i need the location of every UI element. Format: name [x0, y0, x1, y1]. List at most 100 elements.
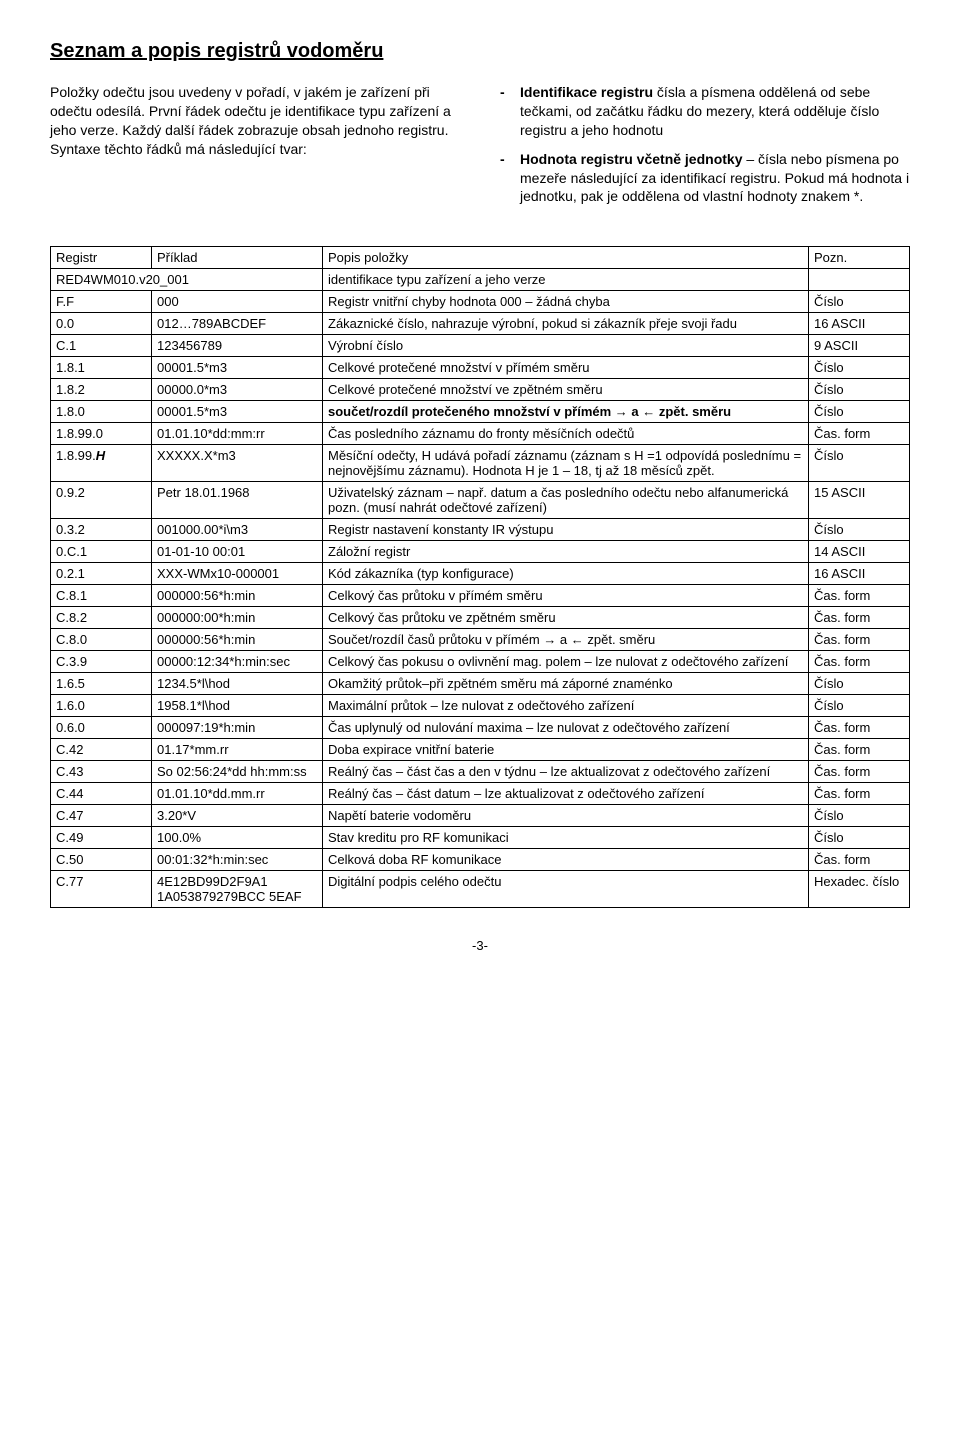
cell-desc: Uživatelský záznam – např. datum a čas p… — [323, 482, 809, 519]
cell-register: C.8.1 — [51, 585, 152, 607]
cell-note: 14 ASCII — [809, 541, 910, 563]
cell-register: 1.8.99.0 — [51, 423, 152, 445]
cell-example: 1234.5*l\hod — [152, 673, 323, 695]
cell-note: 16 ASCII — [809, 313, 910, 335]
cell-note: Číslo — [809, 445, 910, 482]
table-row: 1.6.51234.5*l\hodOkamžitý průtok–při zpě… — [51, 673, 910, 695]
cell-note: Čas. form — [809, 629, 910, 651]
table-row: 0.6.0000097:19*h:minČas uplynulý od nulo… — [51, 717, 910, 739]
cell-desc: Čas posledního záznamu do fronty měsíční… — [323, 423, 809, 445]
table-row: 0.9.2Petr 18.01.1968Uživatelský záznam –… — [51, 482, 910, 519]
table-row: C.774E12BD99D2F9A1 1A053879279BCC 5EAFDi… — [51, 871, 910, 908]
cell-example: 000 — [152, 291, 323, 313]
cell-desc: Kód zákazníka (typ konfigurace) — [323, 563, 809, 585]
cell-note: Čas. form — [809, 783, 910, 805]
intro-bullet: -Identifikace registru čísla a písmena o… — [500, 83, 910, 140]
cell-example: 000000:56*h:min — [152, 585, 323, 607]
cell-note: Číslo — [809, 401, 910, 423]
cell-example: 000000:00*h:min — [152, 607, 323, 629]
cell-example: 01-01-10 00:01 — [152, 541, 323, 563]
cell-register: C.42 — [51, 739, 152, 761]
cell-note: Hexadec. číslo — [809, 871, 910, 908]
cell-note: Čas. form — [809, 585, 910, 607]
table-row: C.49100.0%Stav kreditu pro RF komunikaci… — [51, 827, 910, 849]
table-header: Registr — [51, 247, 152, 269]
cell-example: 01.17*mm.rr — [152, 739, 323, 761]
cell-register: 0.9.2 — [51, 482, 152, 519]
cell-note: Číslo — [809, 827, 910, 849]
table-row: 0.2.1XXX-WMx10-000001Kód zákazníka (typ … — [51, 563, 910, 585]
cell-desc: Součet/rozdíl časů průtoku v přímém → a … — [323, 629, 809, 651]
cell-note: Čas. form — [809, 423, 910, 445]
cell-desc: Okamžitý průtok–při zpětném směru má záp… — [323, 673, 809, 695]
cell-desc: Výrobní číslo — [323, 335, 809, 357]
cell-note — [809, 269, 910, 291]
cell-desc: Celková doba RF komunikace — [323, 849, 809, 871]
cell-example: 123456789 — [152, 335, 323, 357]
cell-register: 1.6.5 — [51, 673, 152, 695]
cell-desc: Měsíční odečty, H udává pořadí záznamu (… — [323, 445, 809, 482]
table-header: Pozn. — [809, 247, 910, 269]
table-row: 1.8.99.001.01.10*dd:mm:rrČas posledního … — [51, 423, 910, 445]
cell-register: RED4WM010.v20_001 — [51, 269, 323, 291]
intro-left-col: Položky odečtu jsou uvedeny v pořadí, v … — [50, 83, 460, 216]
cell-note: 16 ASCII — [809, 563, 910, 585]
cell-note: Čas. form — [809, 717, 910, 739]
table-row: 0.0012…789ABCDEFZákaznické číslo, nahraz… — [51, 313, 910, 335]
cell-register: C.50 — [51, 849, 152, 871]
table-row: 1.8.200000.0*m3Celkové protečené množstv… — [51, 379, 910, 401]
cell-desc: Doba expirace vnitřní baterie — [323, 739, 809, 761]
cell-register: 1.6.0 — [51, 695, 152, 717]
cell-desc: Záložní registr — [323, 541, 809, 563]
cell-desc: Maximální průtok – lze nulovat z odečtov… — [323, 695, 809, 717]
cell-register: C.1 — [51, 335, 152, 357]
cell-example: XXX-WMx10-000001 — [152, 563, 323, 585]
cell-register: 1.8.1 — [51, 357, 152, 379]
cell-desc: identifikace typu zařízení a jeho verze — [323, 269, 809, 291]
cell-note: Číslo — [809, 695, 910, 717]
cell-note: Čas. form — [809, 761, 910, 783]
table-row: C.4401.01.10*dd.mm.rrReálný čas – část d… — [51, 783, 910, 805]
table-row: 1.8.99.HXXXXX.X*m3Měsíční odečty, H udáv… — [51, 445, 910, 482]
cell-register: C.44 — [51, 783, 152, 805]
cell-register: C.77 — [51, 871, 152, 908]
cell-example: 3.20*V — [152, 805, 323, 827]
cell-example: 00:01:32*h:min:sec — [152, 849, 323, 871]
cell-note: Číslo — [809, 805, 910, 827]
cell-note: Čas. form — [809, 849, 910, 871]
cell-register: 0.C.1 — [51, 541, 152, 563]
cell-example: So 02:56:24*dd hh:mm:ss — [152, 761, 323, 783]
cell-register: C.8.2 — [51, 607, 152, 629]
cell-note: Číslo — [809, 379, 910, 401]
cell-example: 00001.5*m3 — [152, 401, 323, 423]
cell-example: XXXXX.X*m3 — [152, 445, 323, 482]
page-title: Seznam a popis registrů vodoměru — [50, 40, 910, 63]
cell-register: C.3.9 — [51, 651, 152, 673]
cell-desc: Celkový čas průtoku ve zpětném směru — [323, 607, 809, 629]
cell-example: 001000.00*i\m3 — [152, 519, 323, 541]
cell-example: 01.01.10*dd.mm.rr — [152, 783, 323, 805]
table-row: C.1123456789Výrobní číslo9 ASCII — [51, 335, 910, 357]
table-row: 0.C.101-01-10 00:01Záložní registr14 ASC… — [51, 541, 910, 563]
cell-desc: Celkový čas průtoku v přímém směru — [323, 585, 809, 607]
cell-note: 9 ASCII — [809, 335, 910, 357]
cell-desc: Stav kreditu pro RF komunikaci — [323, 827, 809, 849]
table-row: C.8.1000000:56*h:minCelkový čas průtoku … — [51, 585, 910, 607]
cell-register: C.8.0 — [51, 629, 152, 651]
cell-register: 0.0 — [51, 313, 152, 335]
cell-register: 1.8.99.H — [51, 445, 152, 482]
table-row: C.3.900000:12:34*h:min:secCelkový čas po… — [51, 651, 910, 673]
cell-register: 0.6.0 — [51, 717, 152, 739]
cell-desc: Celkový čas pokusu o ovlivnění mag. pole… — [323, 651, 809, 673]
cell-example: 00000.0*m3 — [152, 379, 323, 401]
cell-register: C.47 — [51, 805, 152, 827]
cell-desc: Registr vnitřní chyby hodnota 000 – žádn… — [323, 291, 809, 313]
cell-desc: Celkové protečené množství ve zpětném sm… — [323, 379, 809, 401]
cell-note: Číslo — [809, 673, 910, 695]
cell-register: 1.8.2 — [51, 379, 152, 401]
cell-note: Číslo — [809, 357, 910, 379]
registers-table: RegistrPříkladPopis položkyPozn. RED4WM0… — [50, 246, 910, 908]
table-row: F.F000Registr vnitřní chyby hodnota 000 … — [51, 291, 910, 313]
table-row: 1.8.100001.5*m3Celkové protečené množstv… — [51, 357, 910, 379]
intro-right-col: -Identifikace registru čísla a písmena o… — [500, 83, 910, 216]
